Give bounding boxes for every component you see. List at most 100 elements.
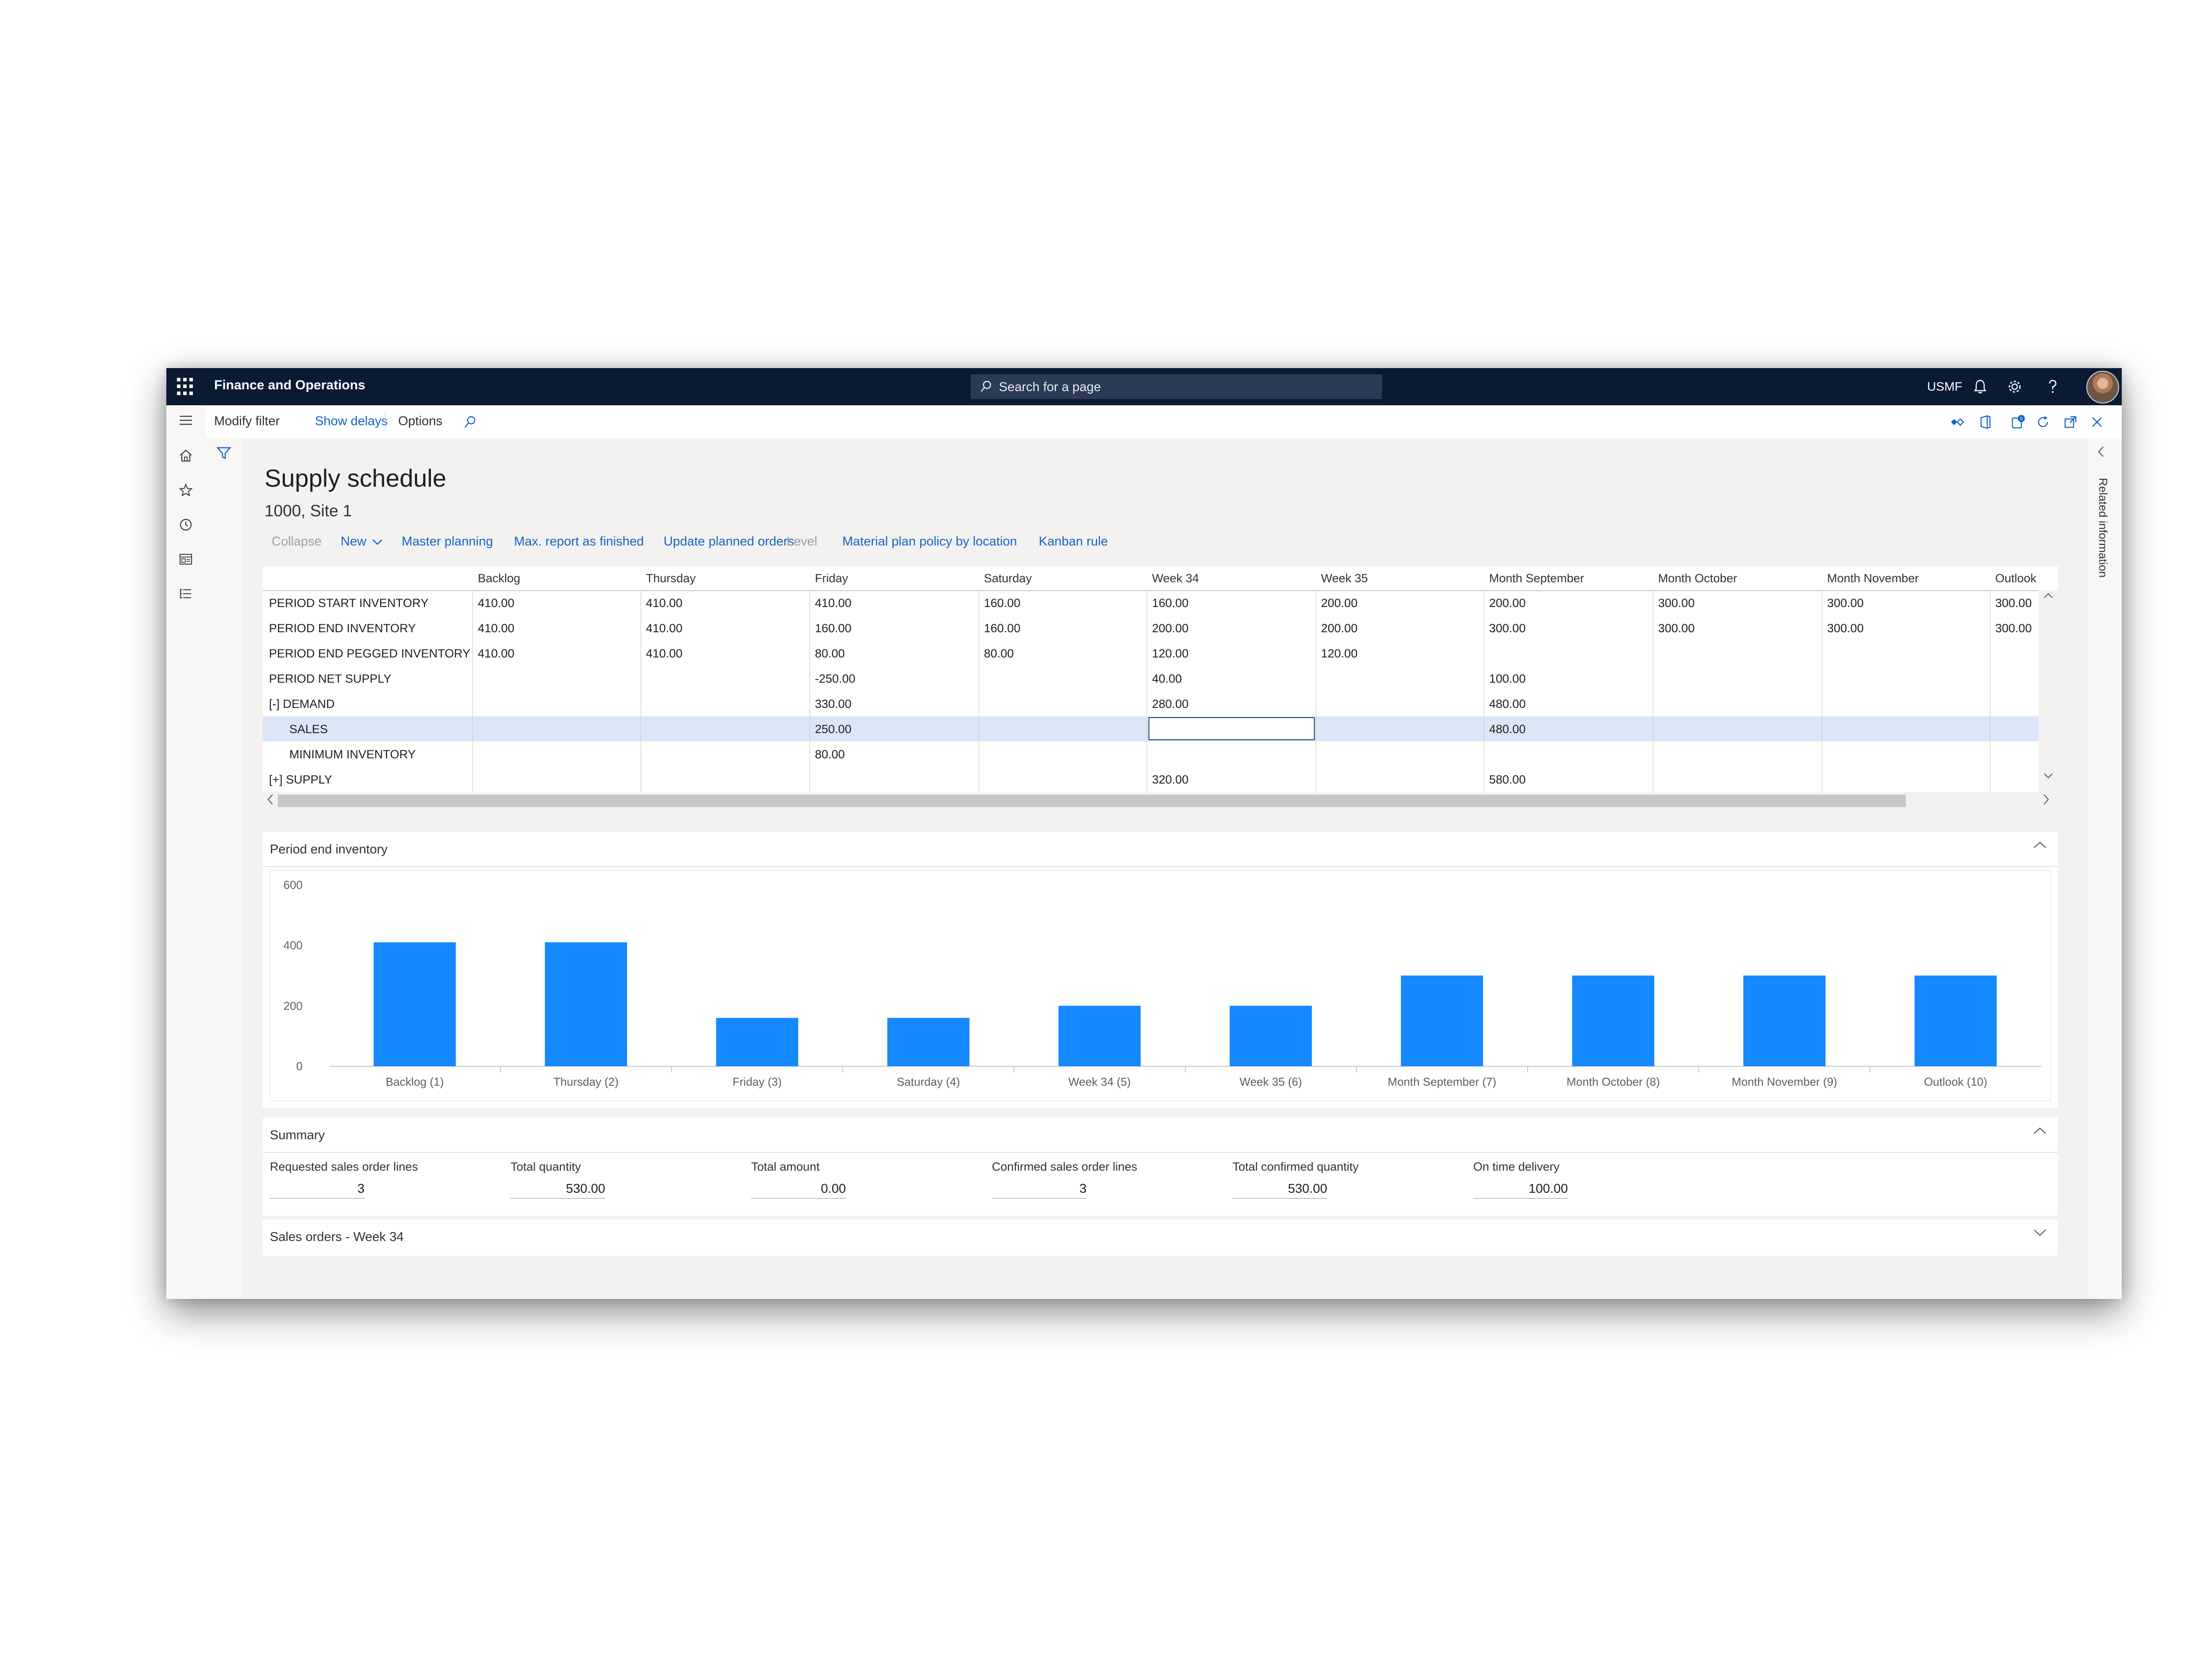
gear-icon[interactable] [2005, 377, 2024, 396]
table-row[interactable]: [-] DEMAND 330.00 280.00 480.00 [263, 691, 2058, 716]
modules-list-icon[interactable] [176, 584, 196, 603]
section-header[interactable]: Period end inventory [263, 832, 2058, 867]
chart-bar[interactable] [887, 1018, 970, 1066]
table-cell[interactable]: 80.00 [815, 748, 845, 761]
column-header[interactable]: Outlook [1995, 572, 2037, 585]
chevron-up-icon[interactable] [2032, 1126, 2047, 1136]
table-cell[interactable]: 160.00 [1152, 596, 1189, 610]
column-header[interactable]: Thursday [646, 572, 696, 585]
table-cell[interactable]: 300.00 [1827, 596, 1864, 610]
table-cell[interactable]: 410.00 [815, 596, 852, 610]
table-cell[interactable]: 280.00 [1152, 697, 1189, 711]
column-header[interactable]: Backlog [478, 572, 521, 585]
table-cell[interactable]: 300.00 [1995, 596, 2032, 610]
table-cell[interactable]: 200.00 [1152, 622, 1189, 635]
table-row[interactable]: PERIOD END INVENTORY 410.00 410.00 160.00 16… [263, 615, 2058, 641]
home-icon[interactable] [176, 446, 196, 465]
material-plan-policy-button[interactable]: Material plan policy by location [842, 534, 1017, 549]
table-cell[interactable]: 100.00 [1489, 672, 1526, 685]
table-cell[interactable]: 200.00 [1321, 622, 1358, 635]
chart-bar[interactable] [545, 942, 627, 1066]
table-cell[interactable]: 410.00 [478, 647, 515, 660]
modify-filter-button[interactable]: Modify filter [214, 414, 280, 428]
table-cell[interactable]: -250.00 [815, 672, 856, 685]
related-information-pane[interactable]: Related information [2086, 438, 2122, 1299]
table-cell[interactable]: 160.00 [815, 622, 852, 635]
office-icon[interactable] [1977, 413, 1994, 431]
summary-value[interactable]: 3 [992, 1182, 1087, 1199]
company-selector[interactable]: USMF [1927, 380, 1962, 393]
chart-bar[interactable] [1572, 976, 1655, 1066]
help-icon[interactable] [2043, 377, 2062, 396]
scrollbar-thumb[interactable] [278, 795, 1906, 807]
focused-cell[interactable] [1148, 717, 1315, 740]
summary-value[interactable]: 100.00 [1473, 1182, 1568, 1199]
chevron-left-icon[interactable] [2097, 445, 2105, 458]
close-icon[interactable] [2088, 413, 2106, 431]
scroll-left-icon[interactable] [266, 793, 274, 806]
master-planning-button[interactable]: Master planning [402, 534, 493, 549]
table-cell[interactable]: 410.00 [646, 596, 683, 610]
section-header[interactable]: Summary [263, 1118, 2058, 1153]
table-row[interactable]: PERIOD START INVENTORY 410.00 410.00 410.00… [263, 590, 2058, 615]
refresh-icon[interactable] [2034, 413, 2052, 431]
search-box[interactable]: Search for a page [971, 374, 1382, 399]
table-cell[interactable]: 80.00 [984, 647, 1014, 660]
table-row[interactable]: [+] SUPPLY 320.00 580.00 [263, 767, 2058, 792]
column-header[interactable]: Week 34 [1152, 572, 1199, 585]
table-cell[interactable]: 300.00 [1827, 622, 1864, 635]
summary-value[interactable]: 3 [270, 1182, 365, 1199]
action-search-icon[interactable] [461, 413, 479, 431]
column-header[interactable]: Month October [1658, 572, 1737, 585]
table-cell[interactable]: 410.00 [478, 596, 515, 610]
open-in-new-window-icon[interactable] [2062, 413, 2079, 431]
table-cell[interactable]: 300.00 [1489, 622, 1526, 635]
options-tab[interactable]: Options [398, 414, 442, 428]
bell-icon[interactable] [1970, 377, 1990, 396]
table-cell[interactable]: 200.00 [1321, 596, 1358, 610]
attachments-badge-icon[interactable]: 0 [2009, 413, 2027, 431]
table-cell[interactable]: 300.00 [1995, 622, 2032, 635]
column-header[interactable]: Friday [815, 572, 849, 585]
table-cell[interactable]: 410.00 [646, 647, 683, 660]
table-row[interactable]: PERIOD NET SUPPLY -250.00 40.00 100.00 [263, 666, 2058, 691]
new-button[interactable]: New [341, 534, 383, 549]
table-cell[interactable]: 120.00 [1152, 647, 1189, 660]
table-cell[interactable]: 200.00 [1489, 596, 1526, 610]
chart-bar[interactable] [1058, 1006, 1141, 1066]
table-cell[interactable]: 250.00 [815, 722, 852, 736]
table-cell[interactable]: 300.00 [1658, 622, 1695, 635]
summary-value[interactable]: 530.00 [1233, 1182, 1327, 1199]
column-header[interactable]: Saturday [984, 572, 1032, 585]
vertical-scrollbar[interactable] [2039, 590, 2058, 792]
column-header[interactable]: Month September [1489, 572, 1584, 585]
scroll-up-icon[interactable] [2043, 592, 2054, 599]
chart-bar[interactable] [716, 1018, 799, 1066]
filter-icon[interactable] [214, 443, 234, 463]
user-avatar[interactable] [2086, 371, 2119, 403]
table-cell[interactable]: 480.00 [1489, 722, 1526, 736]
scroll-down-icon[interactable] [2043, 772, 2054, 780]
table-cell[interactable]: 320.00 [1152, 773, 1189, 786]
hamburger-menu-icon[interactable] [176, 411, 196, 430]
chart-bar[interactable] [1743, 976, 1826, 1066]
horizontal-scrollbar[interactable] [263, 792, 2058, 810]
summary-value[interactable]: 530.00 [511, 1182, 605, 1199]
table-cell[interactable]: 160.00 [984, 596, 1021, 610]
chart-bar[interactable] [1914, 976, 1997, 1066]
chart-bar[interactable] [373, 942, 456, 1066]
app-launcher-icon[interactable] [177, 378, 195, 396]
max-report-as-finished-button[interactable]: Max. report as finished [514, 534, 644, 549]
update-planned-orders-button[interactable]: Update planned orders [664, 534, 795, 549]
workspaces-icon[interactable] [176, 549, 196, 569]
chart-bar[interactable] [1401, 976, 1483, 1066]
chart-bar[interactable] [1229, 1006, 1312, 1066]
table-cell[interactable]: 80.00 [815, 647, 845, 660]
favorites-star-icon[interactable] [176, 480, 196, 500]
level-button[interactable]: Level [787, 534, 818, 549]
chevron-up-icon[interactable] [2032, 840, 2047, 850]
table-row[interactable]: MINIMUM INVENTORY 80.00 [263, 742, 2058, 767]
recent-clock-icon[interactable] [176, 515, 196, 534]
collapse-button[interactable]: Collapse [272, 534, 322, 549]
column-header[interactable]: Week 35 [1321, 572, 1368, 585]
